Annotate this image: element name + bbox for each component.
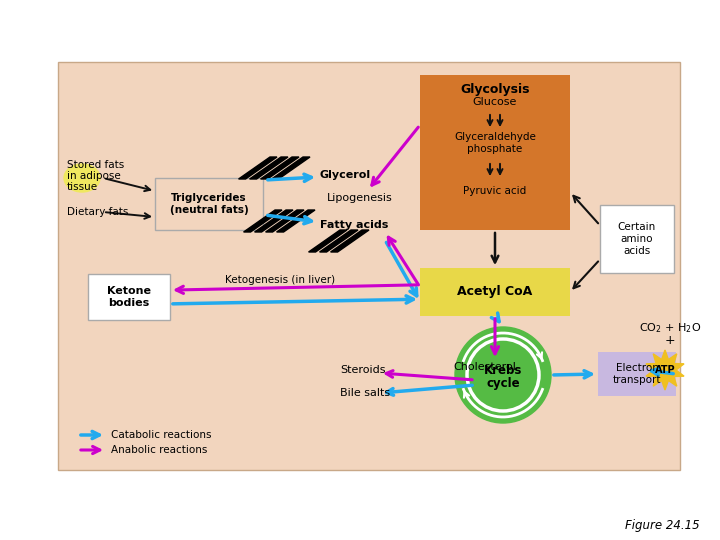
Polygon shape — [276, 210, 315, 232]
Text: Steroids: Steroids — [340, 365, 385, 375]
Text: Anabolic reactions: Anabolic reactions — [111, 445, 207, 455]
Text: in adipose: in adipose — [67, 171, 121, 181]
Text: Cholesterol: Cholesterol — [454, 362, 516, 372]
Text: Catabolic reactions: Catabolic reactions — [111, 430, 212, 440]
Text: tissue: tissue — [67, 182, 98, 192]
FancyBboxPatch shape — [58, 62, 680, 470]
FancyBboxPatch shape — [155, 178, 263, 230]
Polygon shape — [309, 230, 347, 252]
Polygon shape — [271, 157, 310, 179]
Polygon shape — [261, 157, 299, 179]
Polygon shape — [243, 210, 282, 232]
Polygon shape — [266, 210, 304, 232]
Text: Figure 24.15: Figure 24.15 — [626, 518, 700, 531]
Text: CO$_2$ + H$_2$O: CO$_2$ + H$_2$O — [639, 321, 701, 335]
FancyBboxPatch shape — [600, 205, 674, 273]
Text: +: + — [665, 334, 675, 347]
Text: Stored fats: Stored fats — [67, 160, 125, 170]
Text: Glucose: Glucose — [473, 97, 517, 107]
Text: Acetyl CoA: Acetyl CoA — [457, 286, 533, 299]
Text: Glycolysis: Glycolysis — [460, 83, 530, 96]
Text: Ketogenesis (in liver): Ketogenesis (in liver) — [225, 275, 335, 285]
Text: Lipogenesis: Lipogenesis — [327, 193, 393, 203]
Text: Certain
amino
acids: Certain amino acids — [618, 222, 656, 255]
Text: Fatty acids: Fatty acids — [320, 220, 388, 230]
FancyBboxPatch shape — [598, 352, 676, 396]
Text: Electron
transport: Electron transport — [613, 363, 661, 385]
Text: Pyruvic acid: Pyruvic acid — [464, 186, 526, 196]
Text: Krebs: Krebs — [484, 363, 522, 376]
FancyBboxPatch shape — [420, 268, 570, 316]
Text: ATP: ATP — [654, 365, 675, 375]
Text: Glycerol: Glycerol — [320, 170, 371, 180]
Polygon shape — [330, 230, 369, 252]
Polygon shape — [238, 157, 277, 179]
Text: cycle: cycle — [486, 376, 520, 389]
Text: Bile salts: Bile salts — [340, 388, 390, 398]
Ellipse shape — [64, 164, 100, 192]
FancyBboxPatch shape — [420, 75, 570, 230]
Polygon shape — [320, 230, 358, 252]
Polygon shape — [250, 157, 288, 179]
Text: Ketone
bodies: Ketone bodies — [107, 286, 151, 308]
Polygon shape — [646, 350, 684, 390]
Text: Glyceraldehyde
phosphate: Glyceraldehyde phosphate — [454, 132, 536, 154]
Text: Triglycerides
(neutral fats): Triglycerides (neutral fats) — [170, 193, 248, 215]
Polygon shape — [255, 210, 293, 232]
Circle shape — [455, 327, 551, 423]
FancyBboxPatch shape — [88, 274, 170, 320]
Text: Dietary fats: Dietary fats — [67, 207, 128, 217]
